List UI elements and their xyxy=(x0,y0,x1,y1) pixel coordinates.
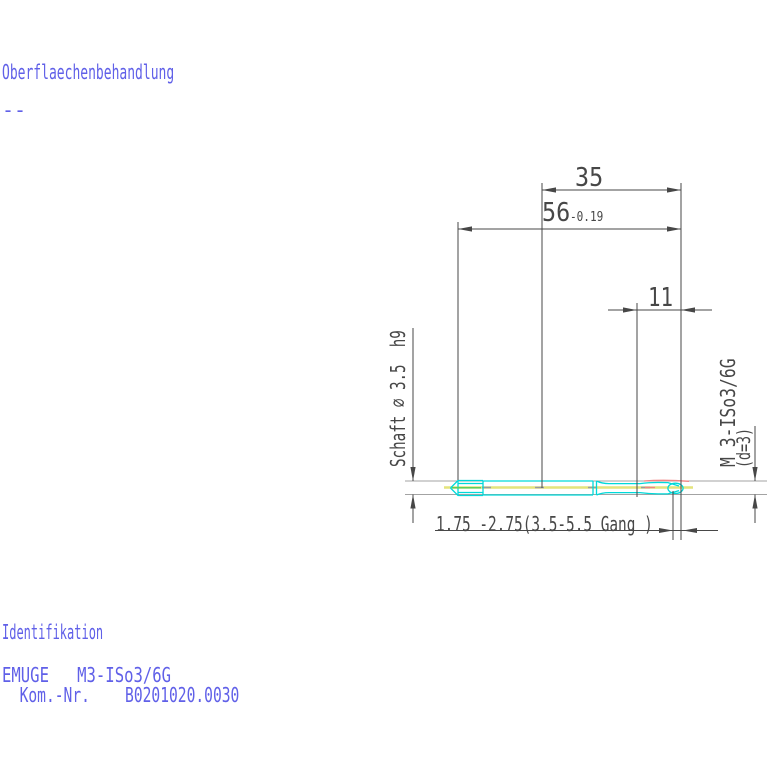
dim-56-tolerance: -0.19 xyxy=(570,210,604,225)
shank-section xyxy=(483,480,598,496)
neck-section xyxy=(596,480,640,496)
dimension-lines xyxy=(410,187,758,533)
dim-11-label: 11 xyxy=(648,283,674,313)
square-section xyxy=(450,479,484,497)
tap-tool-outline xyxy=(450,479,684,497)
surface-treatment-value: -- xyxy=(2,98,27,122)
extension-lines xyxy=(457,183,682,540)
thread-section xyxy=(639,481,684,495)
dim-35-label: 35 xyxy=(575,163,604,193)
commission-number: Kom.-Nr. B0201020.0030 xyxy=(2,683,240,707)
product-designation: EMUGE M3-ISo3/6G xyxy=(2,663,172,687)
shank-diameter-label: Schaft ⌀ 3.5 h9 xyxy=(386,330,410,467)
identification-label: Identifikation xyxy=(2,620,104,644)
chamfer-length-label: 1.75 -2.75(3.5-5.5 Gang ) xyxy=(436,512,653,536)
surface-treatment-label: Oberflaechenbehandlung xyxy=(2,60,175,84)
dim-56-label: 56 xyxy=(542,198,571,228)
thread-diameter-label: (d=3) xyxy=(733,427,755,468)
thread-crest-line xyxy=(643,479,690,482)
